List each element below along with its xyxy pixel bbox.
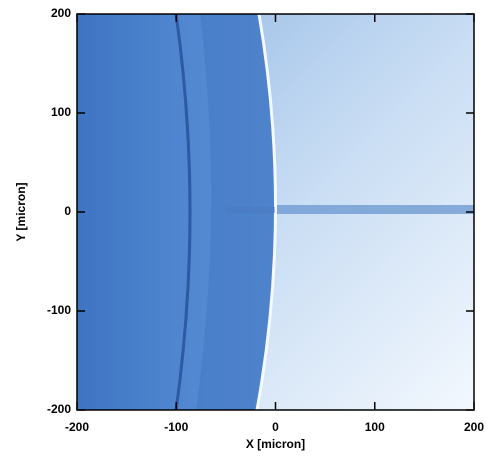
y-axis-label: Y [micron] [14,182,28,241]
x-tick-label: 0 [272,420,279,434]
streak-inner [225,207,275,213]
y-tick-label: 200 [51,6,71,20]
y-tick-label: -200 [47,402,71,416]
x-tick-label: -200 [65,420,89,434]
y-tick-label: 100 [51,105,71,119]
streak [275,205,474,214]
image [77,14,474,410]
x-tick-label: 200 [464,420,484,434]
y-tick-label: 0 [64,204,71,218]
edge [255,14,278,410]
x-tick-label: 100 [365,420,385,434]
y-tick-label: -100 [47,303,71,317]
dark-region [77,14,275,410]
x-axis-label: X [micron] [246,437,305,451]
arc [174,14,192,410]
x-tick-label: -100 [164,420,188,434]
